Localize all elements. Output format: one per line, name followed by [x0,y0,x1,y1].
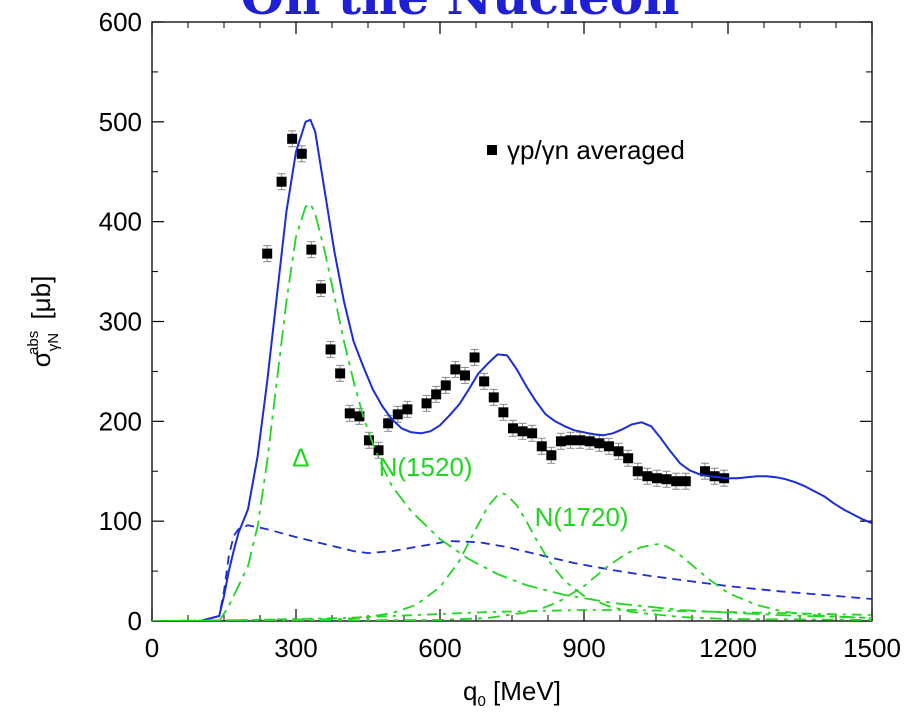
data-point [699,466,710,477]
data-point [402,404,413,415]
y-tick-label: 200 [99,406,142,436]
data-point [498,407,509,418]
data-point [536,441,547,452]
data-point [469,352,480,363]
data-point [373,445,384,456]
x-tick-label: 900 [562,633,605,663]
y-tick-label: 400 [99,207,142,237]
x-tick-label: 1200 [699,633,757,663]
series-line-dashdot-small [152,609,872,621]
data-point [661,474,672,485]
data-point [546,450,557,461]
y-tick-label: 600 [99,7,142,37]
data-point [613,446,624,457]
data-point [306,244,317,255]
y-axis-title: σγNabs [μb] [25,276,62,368]
data-point [584,436,595,447]
data-point [488,392,499,403]
data-point [363,435,374,446]
legend-label: γp/γn averaged [507,135,685,165]
data-point [276,176,287,187]
series-line-n1720 [152,543,872,621]
y-tick-label: 300 [99,307,142,337]
data-point [565,435,576,446]
x-axis-title: q0 [MeV] [463,676,561,710]
series-line-dashed [152,524,872,621]
data-point [671,476,682,487]
data-point [335,368,346,379]
data-point [680,476,691,487]
x-tick-label: 0 [145,633,159,663]
series-line-solid [152,118,872,621]
data-point [517,426,528,437]
y-tick-label: 0 [128,606,142,636]
data-point [431,389,442,400]
data-point [479,376,490,387]
data-point [632,466,643,477]
series-line-n1520 [152,492,872,621]
data-point [325,344,336,355]
data-point [344,408,355,419]
x-tick-label: 1500 [843,633,901,663]
data-point [594,438,605,449]
data-point [440,380,451,391]
data-point [354,411,365,422]
plot-frame [151,21,873,622]
data-point [287,133,298,144]
data-point [642,471,653,482]
data-point [651,473,662,484]
legend-marker [487,145,497,155]
data-point [296,148,307,159]
x-tick-label: 300 [274,633,317,663]
annotation-label: N(1720) [535,502,629,532]
data-point [383,418,394,429]
data-point [507,423,518,434]
data-point [421,398,432,409]
data-point [262,248,273,259]
data-point [392,409,403,420]
series-line-delta [152,202,872,621]
plot-area: 0 300 600 900 1200 15000100200300400500600q0 … [25,7,901,710]
data-point [315,283,326,294]
annotation-label: N(1520) [379,452,473,482]
data-point [459,370,470,381]
data-point [555,436,566,447]
x-tick-label: 600 [418,633,461,663]
data-point [623,453,634,464]
y-tick-label: 100 [99,506,142,536]
data-point [603,441,614,452]
y-tick-label: 500 [99,107,142,137]
data-point [575,435,586,446]
annotation-label: Δ [292,442,309,472]
data-point [527,428,538,439]
data-point [450,364,461,375]
